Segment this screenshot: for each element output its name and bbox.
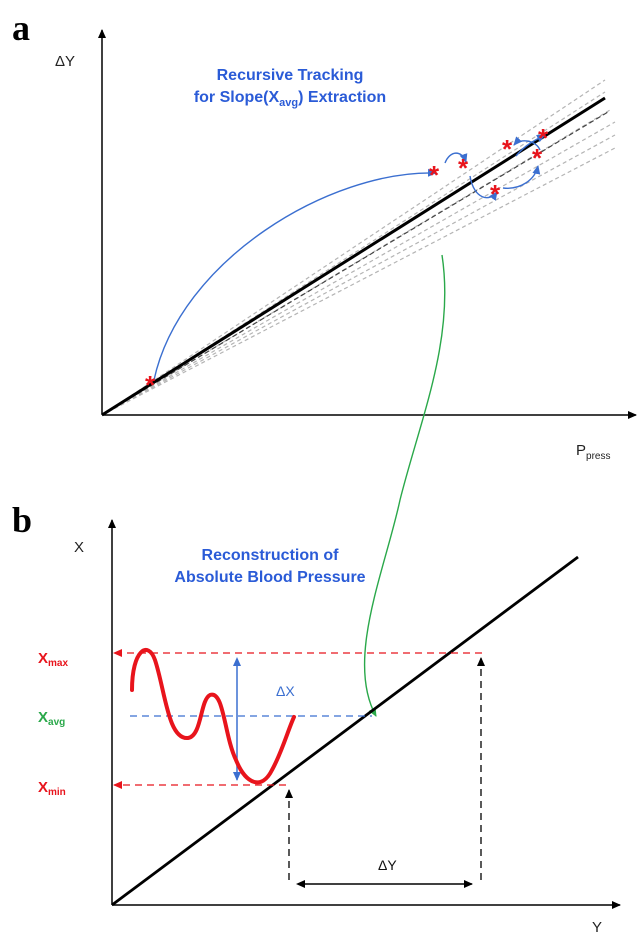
- panel-b-y-axis-label: X: [74, 539, 84, 556]
- tracking-markers: * * * * * * *: [145, 123, 549, 400]
- panel-a-title: Recursive Tracking for Slope(Xavg) Extra…: [194, 67, 386, 109]
- marker-5: *: [502, 134, 513, 164]
- panel-a-letter: a: [12, 8, 30, 48]
- panel-a-title-line1: Recursive Tracking: [217, 67, 364, 84]
- panel-a-y-axis-label: ΔY: [55, 53, 75, 70]
- tracking-arrows: [153, 134, 546, 381]
- connector-arrow: [363, 254, 446, 717]
- marker-2: *: [458, 153, 469, 183]
- blood-pressure-waveform: [130, 648, 296, 785]
- slope-fit-line: [101, 96, 606, 417]
- slope-dashed-dark: [101, 111, 609, 416]
- xmin-label: Xmin: [38, 779, 66, 798]
- panel-b-title-line1: Reconstruction of: [202, 547, 340, 564]
- delta-y-label: ΔY: [378, 857, 397, 873]
- xmax-label: Xmax: [38, 650, 68, 669]
- calibration-line: [111, 555, 579, 907]
- panel-b: b X Y Reconstruction of Absolute Blood P…: [12, 500, 621, 936]
- marker-1: *: [429, 160, 440, 190]
- panel-b-letter: b: [12, 500, 32, 540]
- panel-a-x-axis-label: Ppress: [576, 442, 610, 462]
- panel-b-x-axis-label: Y: [592, 919, 602, 936]
- panel-a-title-line2: for Slope(Xavg) Extraction: [194, 89, 386, 109]
- marker-3: *: [490, 179, 501, 209]
- marker-start: *: [145, 370, 156, 400]
- panel-b-title: Reconstruction of Absolute Blood Pressur…: [174, 547, 365, 586]
- panel-a: a ΔY Ppress Recursive Tracking for Slope…: [12, 8, 637, 462]
- marker-4: *: [532, 143, 543, 173]
- xavg-label: Xavg: [38, 709, 65, 728]
- delta-x-label: ΔX: [276, 683, 295, 699]
- panel-b-title-line2: Absolute Blood Pressure: [174, 569, 365, 586]
- marker-6: *: [538, 123, 549, 153]
